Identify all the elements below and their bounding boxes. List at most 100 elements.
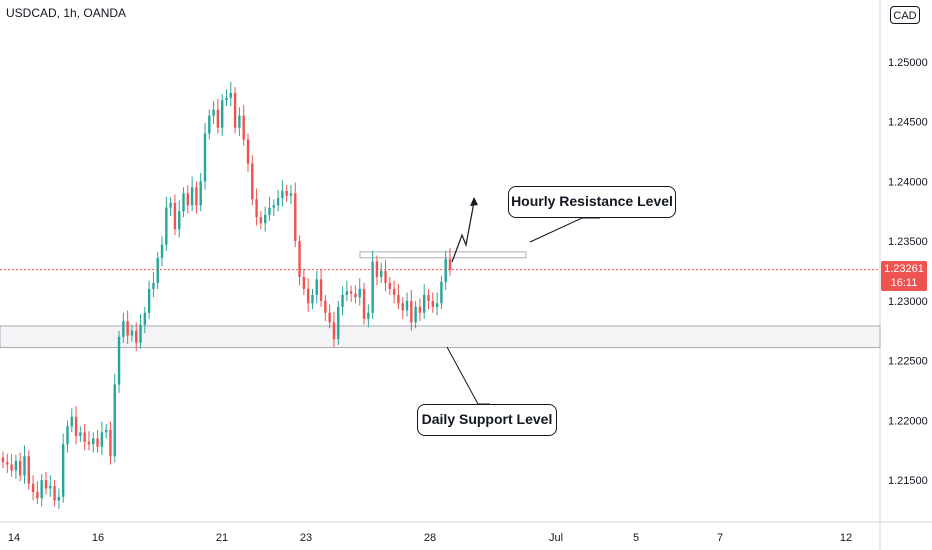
candle-body [165,207,168,245]
candle-body [414,306,417,323]
candle-body [242,115,245,140]
candle-body [18,461,22,476]
candle-body [216,109,220,128]
resistance-callout: Hourly Resistance Level [508,186,676,218]
candle-body [397,294,400,304]
candle-body [152,282,155,289]
candle-body [405,300,409,311]
candle-body [246,139,250,164]
candle-body [332,322,336,340]
x-tick-label: 28 [424,532,436,544]
candle-body [83,432,86,442]
candle-body [178,211,181,230]
candle-body [109,429,112,457]
candle-body [345,291,349,295]
support-pointer [446,346,490,405]
y-tick-label: 1.23000 [888,296,928,308]
candle-body [268,207,271,215]
candle-body [392,288,396,295]
candle-body [53,486,56,501]
candle-body [427,294,430,301]
candle-body [367,312,370,319]
last-price-value: 1.23261 [884,262,924,275]
support-zone [0,325,881,348]
candle-body [14,461,18,471]
candle-body [27,456,30,484]
projection-arrow-line [451,201,475,263]
candle-body [440,281,443,304]
candle-body [388,282,392,289]
candle-body [294,193,297,242]
x-tick-label: 7 [717,532,723,544]
x-tick-label: 12 [840,532,852,544]
x-tick-label: 5 [633,532,639,544]
candle-body [225,97,228,101]
x-tick-label: 16 [92,532,104,544]
candle-body [104,429,108,433]
candle-body [435,303,439,307]
candle-body [44,480,48,489]
candle-body [113,384,116,457]
candle-body [302,276,306,289]
candle-body [79,432,82,436]
candle-body [298,241,301,277]
candle-body [410,300,413,323]
x-tick-label: Jul [549,532,563,544]
y-tick-label: 1.22000 [888,415,928,427]
candle-body [96,438,99,447]
candle-body [380,271,383,277]
candle-body [143,312,147,325]
candle-body [173,202,177,230]
candle-body [212,109,215,116]
candle-body [40,480,43,499]
candle-body [61,444,65,497]
candle-body [337,306,340,340]
candle-body [448,259,452,270]
candle-body [36,492,39,499]
candle-body [199,181,202,206]
candle-body [195,187,198,206]
resistance-pointer [529,217,600,243]
x-tick-label: 14 [8,532,20,544]
candle-body [423,294,426,313]
candle-body [289,193,293,196]
candle-body [418,306,422,313]
candle-body [354,293,357,298]
candle-body [233,92,237,128]
candle-body [74,416,78,436]
candle-body [259,217,263,224]
candle-body [315,279,318,295]
candle-body [319,279,323,301]
y-tick-label: 1.22500 [888,356,928,368]
candle-body [1,457,5,463]
candle-body [203,133,207,182]
candle-body [371,261,374,313]
candle-body [324,300,327,313]
candle-body [208,115,211,134]
candle-body [362,288,366,319]
last-price-tag: 1.23261 16:11 [881,260,927,291]
candle-body [126,321,129,336]
y-tick-label: 1.25000 [888,57,928,69]
candle-body [276,198,280,206]
candle-body [272,205,275,208]
currency-button[interactable]: CAD [890,6,920,24]
candle-body [444,259,447,282]
candle-body [169,202,172,208]
y-tick-label: 1.24000 [888,176,928,188]
symbol-title: USDCAD, 1h, OANDA [6,6,127,20]
support-callout: Daily Support Level [417,404,557,436]
candle-body [221,100,224,128]
candle-body [311,294,314,304]
candle-body [87,441,91,445]
candle-body [190,187,194,206]
candle-body [10,464,13,471]
x-tick-label: 23 [300,532,312,544]
candle-body [160,244,164,258]
candle-body [31,483,35,493]
candle-body [255,199,258,218]
candle-body [135,330,138,343]
candle-body [139,324,142,343]
